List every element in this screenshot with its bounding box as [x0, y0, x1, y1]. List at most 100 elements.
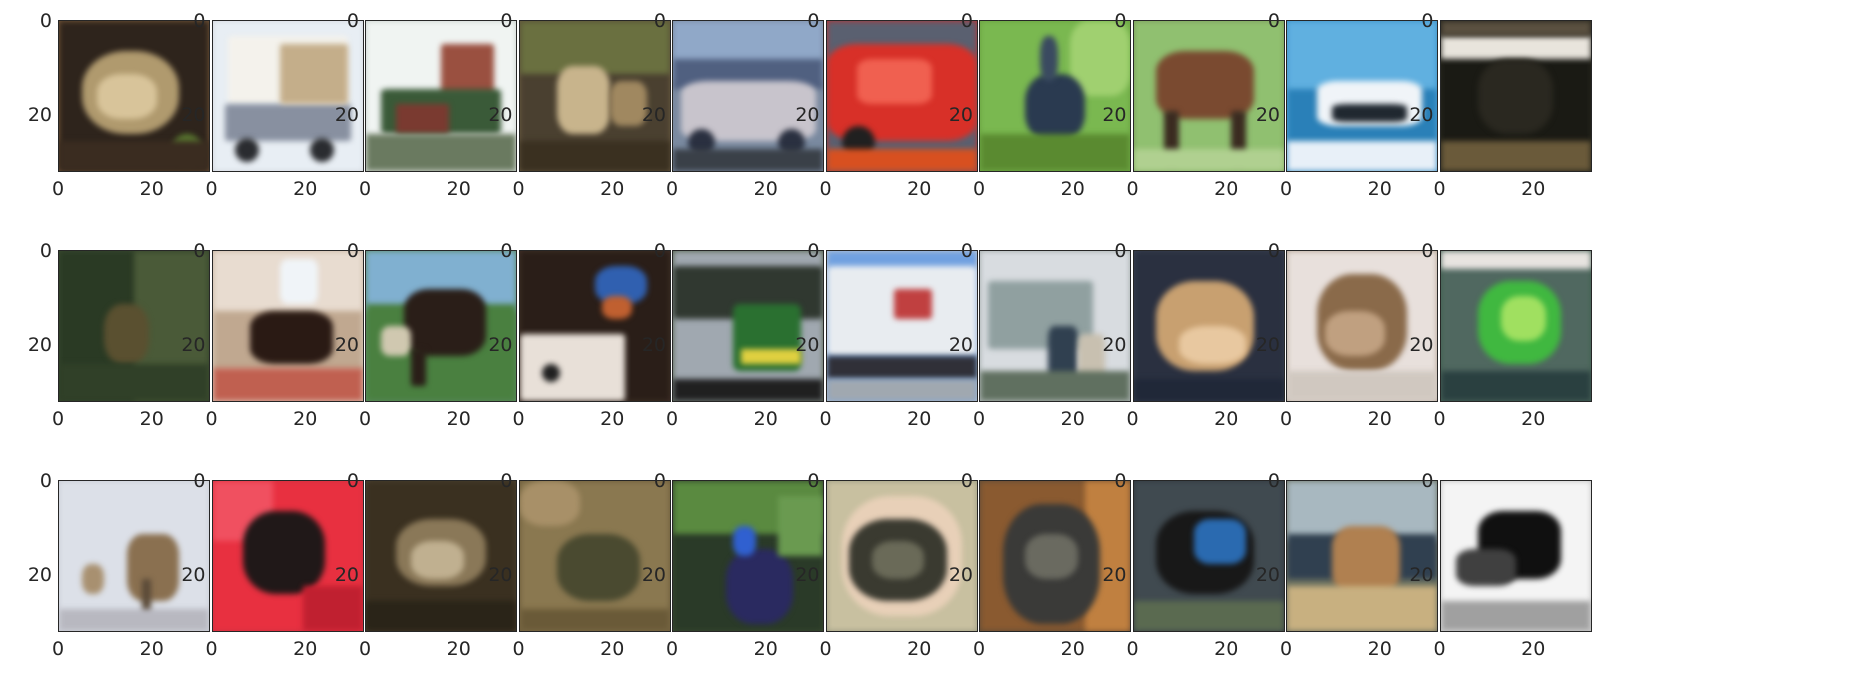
y-tick-label: 20 — [641, 563, 666, 586]
y-tick-label: 20 — [1102, 103, 1127, 126]
y-tick-label: 20 — [795, 563, 820, 586]
image-region — [126, 533, 179, 601]
image-region — [104, 303, 149, 364]
x-tick-label: 20 — [1214, 178, 1239, 200]
thumbnail-moose — [1286, 480, 1438, 632]
y-tick-label: 20 — [1255, 563, 1280, 586]
image-region — [826, 356, 977, 379]
image-panel-red-background-animal — [211, 480, 364, 632]
y-tick-label: 0 — [193, 240, 206, 262]
image-region — [1332, 526, 1400, 594]
image-region — [871, 541, 924, 579]
y-tick-label: 0 — [1421, 240, 1434, 262]
thumbnail-green-truck — [672, 250, 824, 402]
image-region — [1440, 251, 1591, 269]
thumbnail-deer — [518, 20, 671, 172]
x-tick-label: 0 — [205, 178, 218, 200]
y-tick-label: 0 — [960, 470, 973, 492]
x-tick-label: 20 — [1521, 178, 1546, 200]
image-region — [557, 66, 610, 134]
y-tick-label: 0 — [39, 10, 52, 32]
image-region — [1440, 141, 1591, 171]
image-region — [1440, 371, 1591, 401]
image-region — [519, 333, 625, 401]
thumbnail-truck — [211, 20, 364, 172]
image-panel-toad — [365, 480, 517, 632]
y-tick-label: 20 — [795, 333, 820, 356]
image-panel-deer-snow — [58, 480, 210, 632]
y-tick-label: 20 — [181, 103, 206, 126]
x-tick-label: 20 — [1367, 178, 1392, 200]
image-region — [1040, 36, 1058, 81]
thumbnail-people-truck — [979, 250, 1131, 402]
image-panel-frog-hand — [825, 480, 978, 632]
image-region — [403, 288, 486, 356]
y-tick-label: 0 — [346, 470, 359, 492]
thumbnail-dump-truck — [365, 20, 517, 172]
thumbnail-shoe — [1439, 480, 1592, 632]
image-region — [1287, 141, 1437, 171]
image-region — [673, 148, 823, 171]
image-panel-bird — [979, 20, 1131, 172]
thumbnail-boat — [1286, 20, 1438, 172]
image-panel-shoe — [1439, 480, 1592, 632]
x-tick-label: 20 — [293, 408, 318, 430]
y-tick-label: 20 — [27, 333, 52, 356]
y-tick-label: 20 — [1409, 563, 1434, 586]
x-tick-label: 0 — [819, 638, 832, 660]
image-region — [310, 138, 334, 162]
y-tick-label: 0 — [39, 470, 52, 492]
x-tick-label: 0 — [358, 408, 372, 430]
image-panel-horse-field — [365, 250, 517, 402]
y-tick-label: 0 — [39, 240, 52, 262]
thumbnail-trailer-truck — [825, 250, 978, 402]
image-region — [224, 103, 351, 141]
image-region — [1287, 371, 1437, 401]
y-tick-label: 0 — [1421, 470, 1434, 492]
image-region — [280, 43, 348, 104]
thumbnail-frog — [58, 20, 210, 172]
y-tick-label: 0 — [653, 240, 666, 262]
image-region — [557, 533, 640, 601]
image-region — [1500, 296, 1546, 341]
thumbnail-cat — [1439, 20, 1592, 172]
x-tick-label: 20 — [293, 638, 318, 660]
image-region — [1133, 601, 1284, 631]
x-tick-label: 0 — [1433, 178, 1446, 200]
x-tick-label: 20 — [1214, 408, 1239, 430]
x-tick-label: 20 — [1060, 178, 1085, 200]
image-region — [725, 548, 793, 624]
y-tick-label: 20 — [27, 103, 52, 126]
y-tick-label: 20 — [334, 563, 359, 586]
thumbnail-dog-blue — [1132, 480, 1285, 632]
image-region — [519, 21, 670, 74]
x-tick-label: 0 — [1433, 408, 1446, 430]
image-panel-deer-forest — [58, 250, 210, 402]
y-tick-label: 0 — [653, 10, 666, 32]
x-tick-label: 20 — [1214, 638, 1239, 660]
thumbnail-dog — [1132, 250, 1285, 402]
image-panel-people-truck — [979, 250, 1131, 402]
x-tick-label: 0 — [358, 638, 372, 660]
x-tick-label: 20 — [139, 408, 164, 430]
image-panel-car — [672, 20, 824, 172]
image-region — [1324, 311, 1385, 356]
image-panel-trailer-truck — [825, 250, 978, 402]
image-panel-truck — [211, 20, 364, 172]
x-tick-label: 20 — [907, 178, 932, 200]
x-tick-label: 0 — [205, 638, 218, 660]
image-region — [740, 348, 801, 364]
y-tick-label: 0 — [500, 10, 513, 32]
x-tick-label: 0 — [358, 178, 372, 200]
y-tick-label: 20 — [1102, 333, 1127, 356]
image-region — [411, 541, 464, 579]
image-region — [1440, 36, 1591, 59]
thumbnail-bluebird — [518, 250, 671, 402]
y-tick-label: 20 — [948, 333, 973, 356]
image-region — [1332, 103, 1407, 122]
y-tick-label: 20 — [181, 563, 206, 586]
image-region — [778, 496, 823, 556]
x-tick-label: 0 — [1433, 638, 1446, 660]
x-tick-label: 0 — [512, 408, 525, 430]
y-tick-label: 0 — [960, 240, 973, 262]
